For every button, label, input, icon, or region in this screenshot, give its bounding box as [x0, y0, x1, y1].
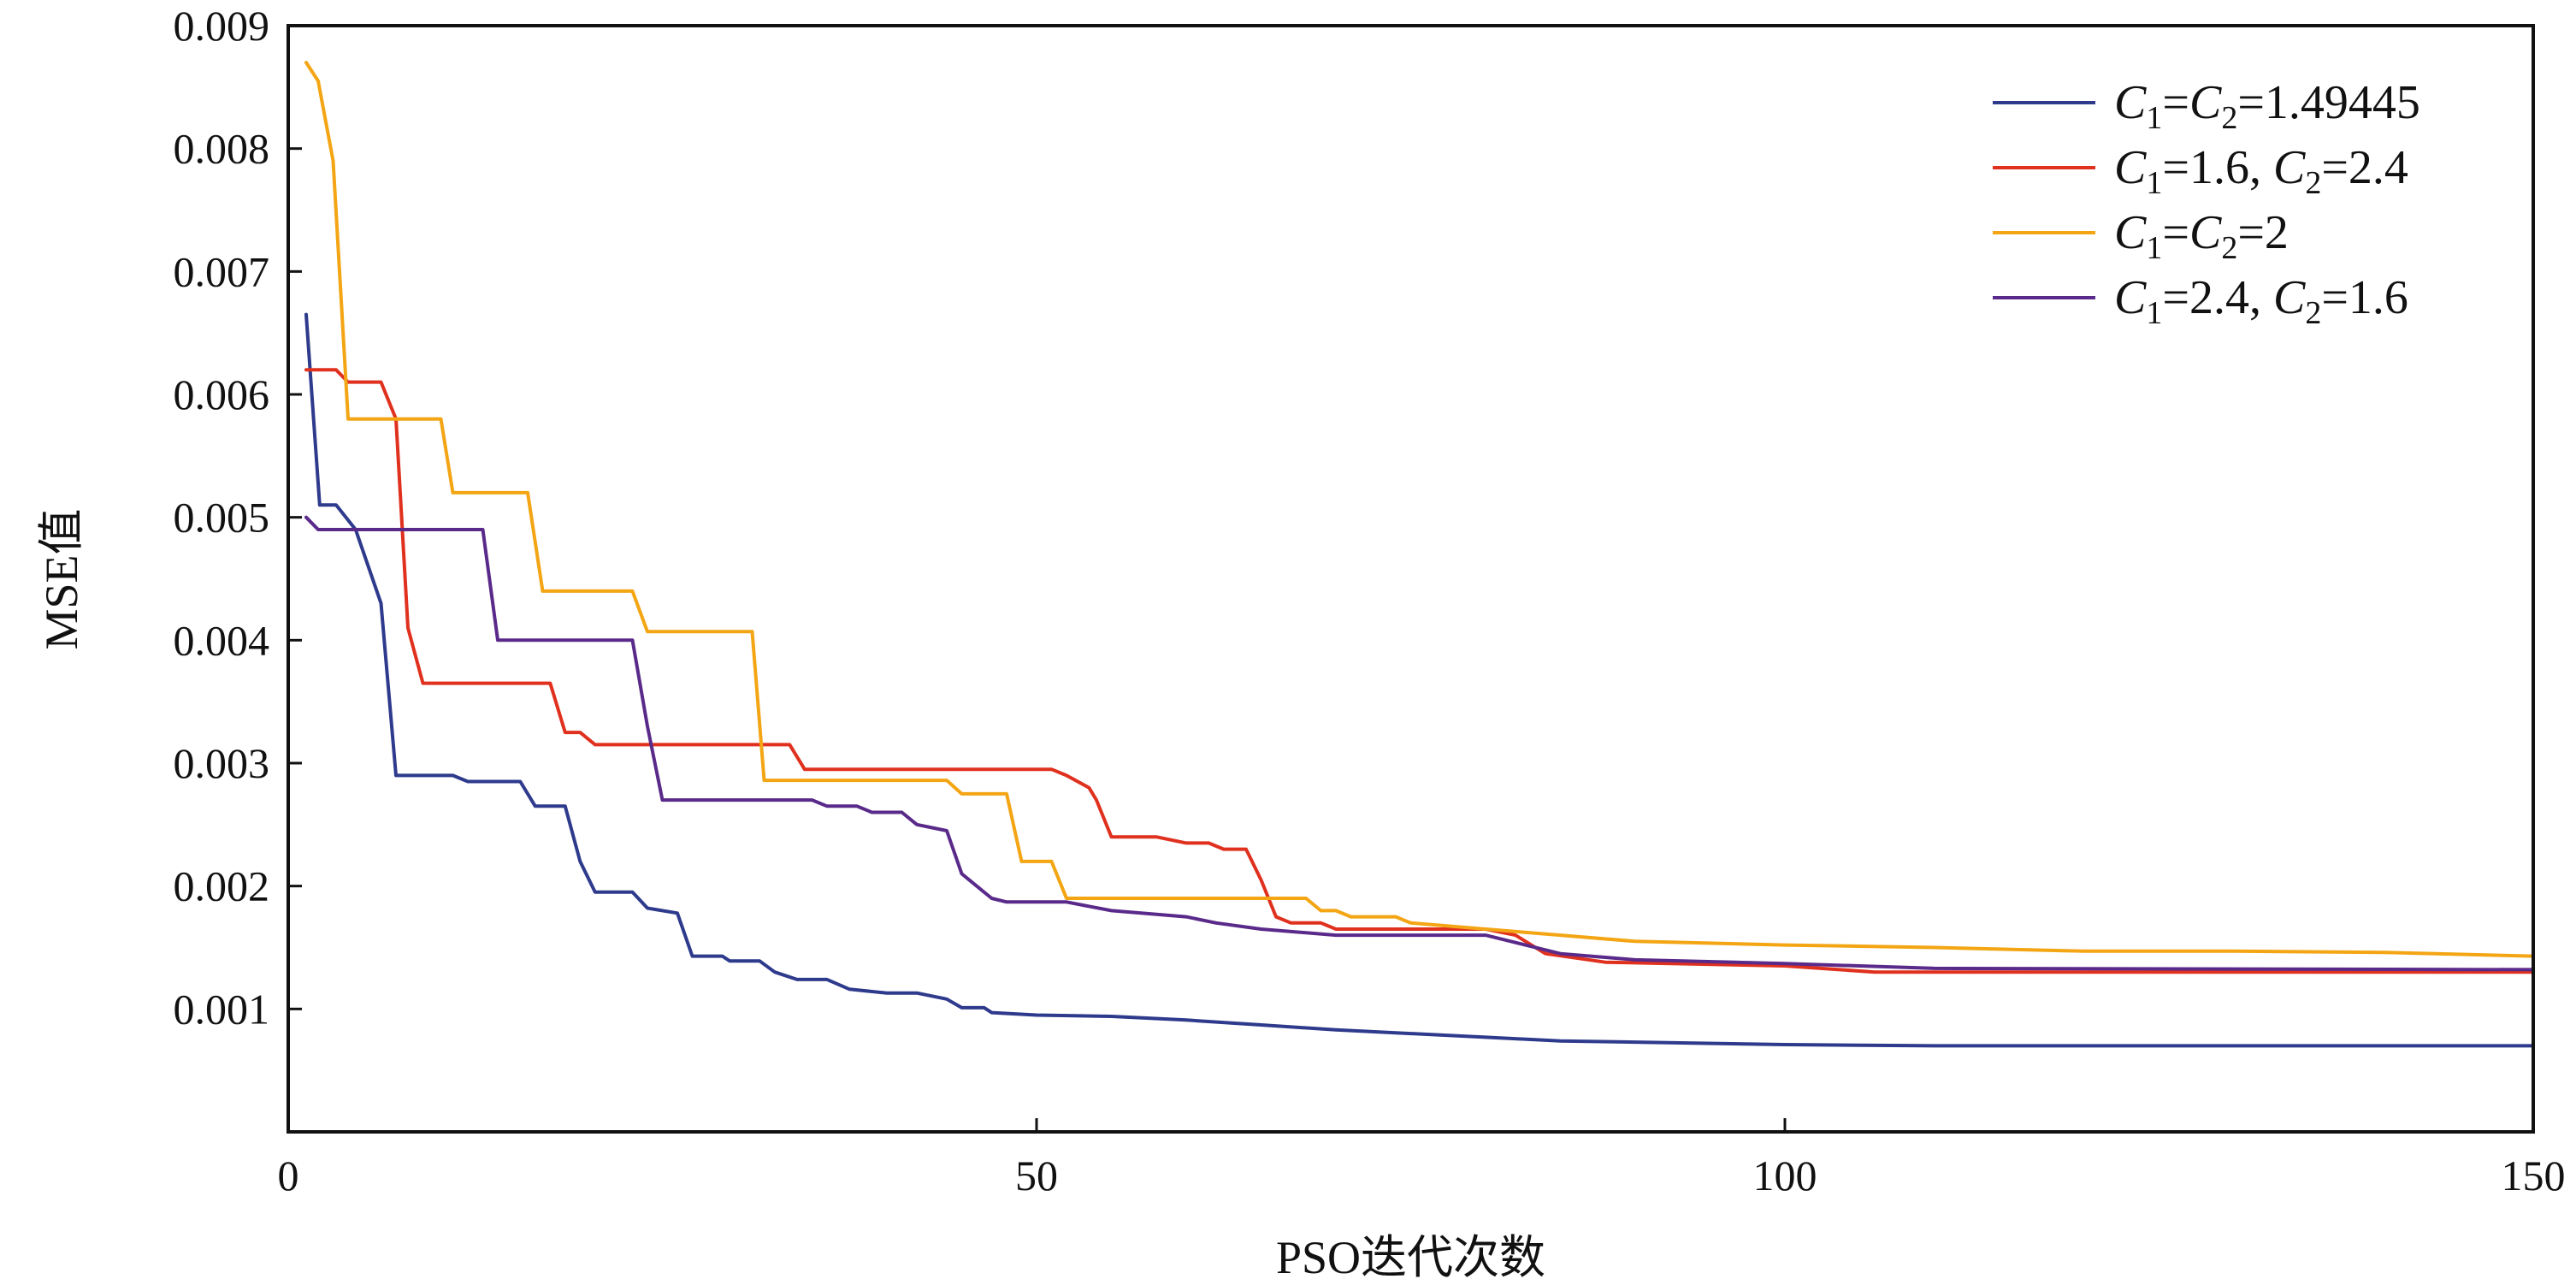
x-tick-label: 0	[278, 1152, 299, 1199]
series-line-4	[304, 515, 2535, 972]
y-tick-label: 0.008	[174, 125, 270, 173]
plot-frame	[287, 24, 2535, 1134]
ticks-layer: 0 50 100 150 0.001 0.002 0.003 0.004 0.005 0.006 0…	[174, 2, 2566, 1199]
x-tick-label: 150	[2502, 1152, 2566, 1199]
y-tick-label: 0.007	[174, 247, 270, 295]
series-line-1	[304, 312, 2535, 1048]
y-axis-title: MSE值	[36, 508, 87, 649]
series-layer	[304, 61, 2535, 1048]
y-tick-label: 0.003	[174, 739, 270, 787]
x-tick-label: 100	[1753, 1152, 1817, 1199]
series-line-2	[304, 368, 2535, 974]
legend-label: C1=2.4, C2=1.6	[2114, 271, 2408, 331]
series-line-3	[304, 61, 2535, 958]
y-tick-label: 0.009	[174, 2, 270, 50]
legend-label: C1=C2=1.49445	[2114, 76, 2420, 136]
legend-label: C1=C2=2	[2114, 206, 2289, 266]
x-tick-label: 50	[1015, 1152, 1058, 1199]
y-tick-label: 0.006	[174, 370, 270, 418]
y-tick-label: 0.005	[174, 494, 270, 542]
y-tick-label: 0.004	[174, 616, 270, 664]
y-tick-label: 0.001	[174, 985, 270, 1033]
x-axis-title: PSO迭代次数	[1276, 1232, 1545, 1283]
y-tick-label: 0.002	[174, 862, 270, 910]
legend-label: C1=1.6, C2=2.4	[2114, 141, 2408, 201]
